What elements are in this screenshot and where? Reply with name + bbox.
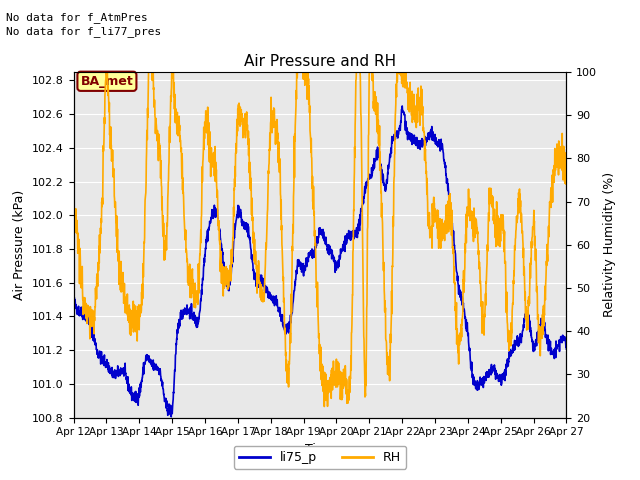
Y-axis label: Relativity Humidity (%): Relativity Humidity (%) [603,172,616,317]
Y-axis label: Air Pressure (kPa): Air Pressure (kPa) [13,190,26,300]
RH [548,199,556,205]
li75_p [563,346,570,352]
li75_p [548,349,556,355]
X-axis label: Time: Time [305,443,335,456]
RH [563,161,570,167]
li75_p [168,414,175,420]
Title: Air Pressure and RH: Air Pressure and RH [244,54,396,70]
RH [321,404,328,409]
RH [296,69,304,75]
RH [310,183,317,189]
RH [458,322,466,328]
li75_p [310,252,317,257]
li75_p [458,302,466,308]
li75_p [296,259,304,265]
RH [102,69,110,75]
RH [95,264,102,270]
Line: li75_p: li75_p [74,106,566,417]
Legend: li75_p, RH: li75_p, RH [234,446,406,469]
Text: No data for f_li77_pres: No data for f_li77_pres [6,26,162,37]
Text: BA_met: BA_met [81,75,133,88]
RH [70,213,77,219]
li75_p [398,103,406,109]
Line: RH: RH [74,72,566,407]
li75_p [95,353,102,359]
li75_p [548,351,556,357]
li75_p [70,295,77,301]
RH [548,186,556,192]
Text: No data for f_AtmPres: No data for f_AtmPres [6,12,148,23]
